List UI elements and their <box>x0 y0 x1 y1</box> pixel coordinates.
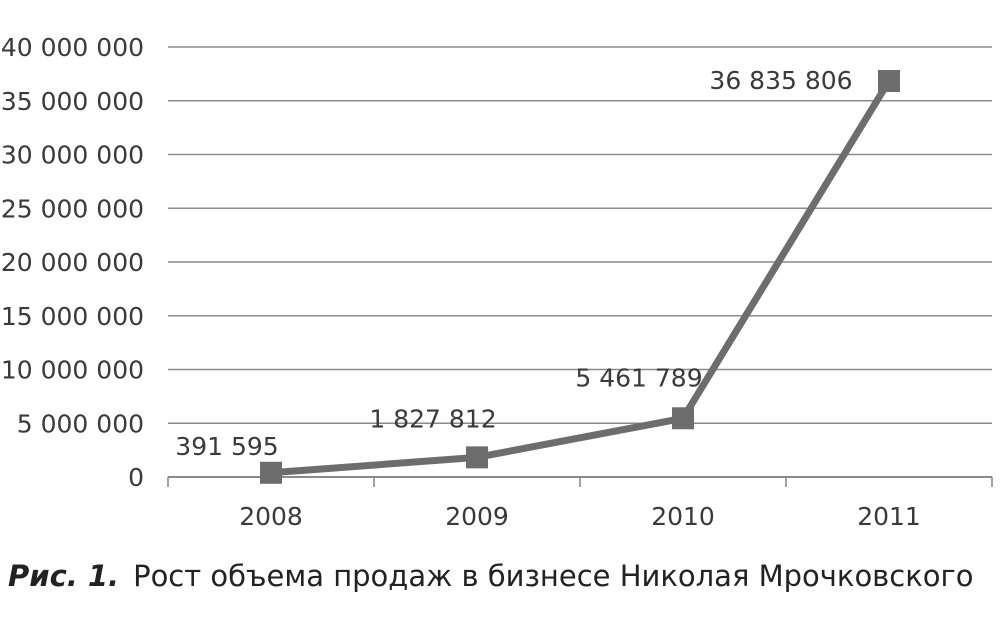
data-point-marker-2 <box>672 407 694 430</box>
y-tick-label-8: 40 000 000 <box>1 33 144 62</box>
y-tick-label-6: 30 000 000 <box>1 141 144 170</box>
data-label-2: 5 461 789 <box>575 363 702 392</box>
x-tick-label-2: 2010 <box>651 502 715 531</box>
figure-caption-prefix: Рис. 1. <box>8 559 120 593</box>
line-chart: 0 5 000 000 10 000 000 15 000 000 20 000 000… <box>1 33 993 531</box>
x-tick-label-3: 2011 <box>857 502 921 531</box>
data-point-marker-1 <box>466 446 488 469</box>
y-tick-label-3: 15 000 000 <box>1 302 144 331</box>
figure-caption: Рис. 1. Рост объема продаж в бизнесе Нико… <box>8 548 992 604</box>
x-tick-label-1: 2009 <box>445 502 509 531</box>
y-tick-label-1: 5 000 000 <box>17 409 144 438</box>
data-point-marker-3 <box>878 70 900 93</box>
y-tick-label-0: 0 <box>128 463 144 492</box>
data-point-marker-0 <box>260 461 282 484</box>
data-label-3: 36 835 806 <box>709 66 852 95</box>
chart-container: 0 5 000 000 10 000 000 15 000 000 20 000 000… <box>1 33 993 531</box>
y-tick-label-7: 35 000 000 <box>1 87 144 116</box>
figure-caption-text: Рост объема продаж в бизнесе Николая Мро… <box>133 559 974 593</box>
series-line-0 <box>267 77 893 477</box>
data-label-0: 391 595 <box>175 432 278 461</box>
y-tick-label-5: 25 000 000 <box>1 194 144 223</box>
y-tick-label-2: 10 000 000 <box>1 356 144 385</box>
data-label-1: 1 827 812 <box>369 404 496 433</box>
y-tick-label-4: 20 000 000 <box>1 248 144 277</box>
x-tick-label-0: 2008 <box>239 502 303 531</box>
